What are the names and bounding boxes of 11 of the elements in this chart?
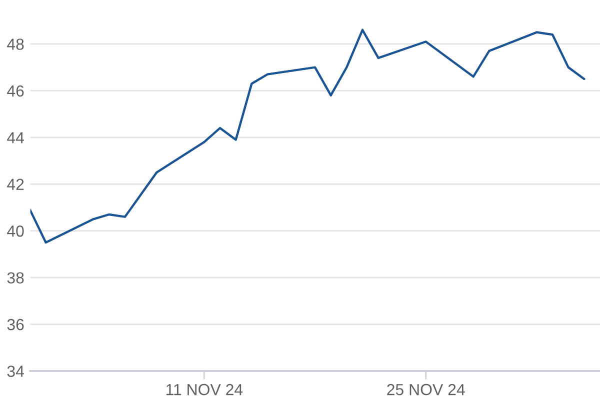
y-tick-label: 42 — [7, 178, 24, 190]
y-tick-label: 48 — [7, 38, 24, 50]
y-tick-label: 38 — [7, 272, 24, 284]
y-tick-label: 40 — [7, 225, 24, 237]
x-tick-label: 11 NOV 24 — [166, 384, 243, 396]
line-series — [30, 28, 586, 244]
y-tick-label: 36 — [7, 318, 24, 330]
x-tick-label: 25 NOV 24 — [387, 384, 465, 396]
y-tick-label: 44 — [7, 132, 24, 144]
y-tick-label: 34 — [7, 366, 24, 377]
y-tick-label: 46 — [7, 85, 24, 97]
